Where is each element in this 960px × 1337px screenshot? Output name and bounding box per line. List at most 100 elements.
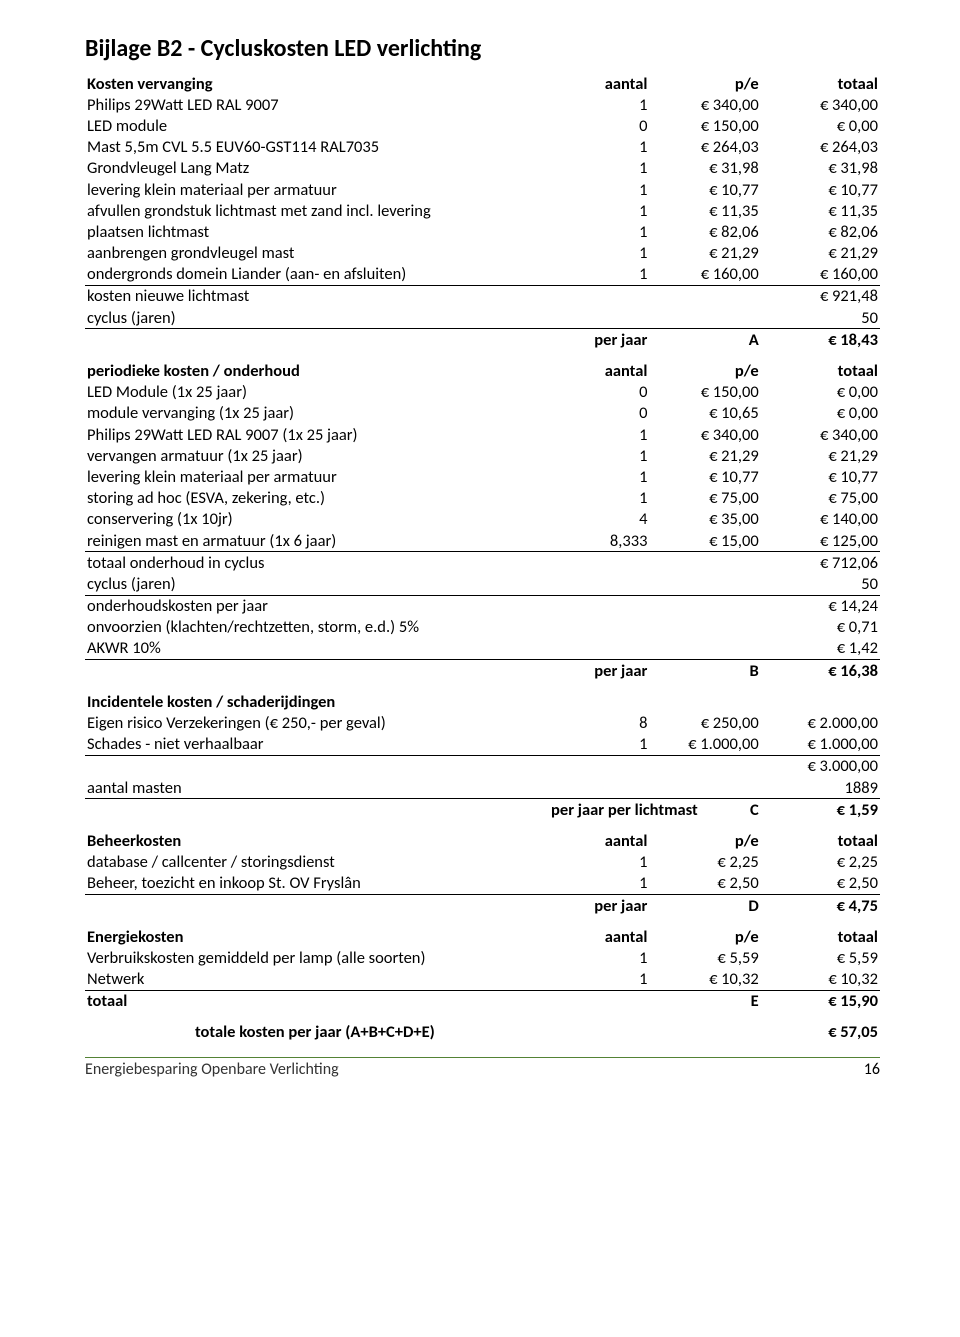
- row-aantal: 0: [546, 382, 649, 403]
- row-totaal: € 21,29: [761, 445, 880, 466]
- row-label: LED Module (1x 25 jaar): [85, 382, 546, 403]
- totaal-e-label: totaal: [85, 990, 546, 1012]
- cyclus-a-value: 50: [761, 307, 880, 329]
- row-aantal: 1: [546, 158, 649, 179]
- col-totaal: totaal: [761, 360, 880, 381]
- row-totaal: € 2,25: [761, 852, 880, 873]
- letter-d: D: [649, 894, 760, 916]
- cyclus-b-value: 50: [761, 573, 880, 595]
- table-row: Beheer, toezicht en inkoop St. OV Fryslâ…: [85, 873, 880, 895]
- grand-total-value: € 57,05: [761, 1022, 880, 1043]
- row-pe: € 340,00: [649, 94, 760, 115]
- result-a-value: € 18,43: [761, 329, 880, 351]
- row-pe: € 150,00: [649, 382, 760, 403]
- row-aantal: 1: [546, 466, 649, 487]
- table-row: Schades - niet verhaalbaar1€ 1.000,00€ 1…: [85, 734, 880, 756]
- page-title: Bijlage B2 - Cycluskosten LED verlichtin…: [85, 34, 880, 63]
- col-totaal: totaal: [761, 73, 880, 94]
- row-label: Netwerk: [85, 969, 546, 991]
- row-totaal: € 10,32: [761, 969, 880, 991]
- table-row: ondergronds domein Liander (aan- en afsl…: [85, 264, 880, 286]
- row-pe: € 10,77: [649, 179, 760, 200]
- row-aantal: 1: [546, 137, 649, 158]
- row-pe: € 11,35: [649, 200, 760, 221]
- row-totaal: € 340,00: [761, 94, 880, 115]
- row-aantal: 1: [546, 873, 649, 895]
- row-label: vervangen armatuur (1x 25 jaar): [85, 445, 546, 466]
- row-aantal: 1: [546, 200, 649, 221]
- onvoorzien-label: onvoorzien (klachten/rechtzetten, storm,…: [85, 617, 546, 638]
- row-totaal: € 10,77: [761, 466, 880, 487]
- col-aantal: aantal: [546, 73, 649, 94]
- letter-b: B: [649, 660, 760, 682]
- row-label: Grondvleugel Lang Matz: [85, 158, 546, 179]
- totaal-onderhoud-label: totaal onderhoud in cyclus: [85, 552, 546, 574]
- letter-a: A: [649, 329, 760, 351]
- section-e-header: Energiekosten: [85, 926, 546, 947]
- row-label: levering klein materiaal per armatuur: [85, 466, 546, 487]
- row-pe: € 160,00: [649, 264, 760, 286]
- row-aantal: 1: [546, 243, 649, 264]
- col-pe: p/e: [649, 73, 760, 94]
- cyclus-b-label: cyclus (jaren): [85, 573, 546, 595]
- table-beheerkosten: Beheerkosten aantal p/e totaal database …: [85, 830, 880, 916]
- table-energiekosten: Energiekosten aantal p/e totaal Verbruik…: [85, 926, 880, 1012]
- row-pe: € 21,29: [649, 445, 760, 466]
- row-label: Philips 29Watt LED RAL 9007: [85, 94, 546, 115]
- grand-total-label: totale kosten per jaar (A+B+C+D+E): [85, 1022, 546, 1043]
- row-label: aanbrengen grondvleugel mast: [85, 243, 546, 264]
- per-jaar-c-label: per jaar per lichtmast C: [546, 799, 761, 821]
- row-totaal: € 2,50: [761, 873, 880, 895]
- row-aantal: 1: [546, 94, 649, 115]
- per-jaar-b-label: per jaar: [546, 660, 649, 682]
- table-row: Philips 29Watt LED RAL 90071€ 340,00€ 34…: [85, 94, 880, 115]
- akwr-value: € 1,42: [761, 638, 880, 660]
- subtotaal-c-value: € 3.000,00: [761, 755, 880, 777]
- col-pe: p/e: [649, 830, 760, 851]
- row-pe: € 10,77: [649, 466, 760, 487]
- row-pe: € 2,50: [649, 873, 760, 895]
- col-aantal: aantal: [546, 830, 649, 851]
- row-aantal: 8: [546, 712, 649, 733]
- table-row: levering klein materiaal per armatuur1€ …: [85, 179, 880, 200]
- row-label: LED module: [85, 115, 546, 136]
- footer-title: Energiebesparing Openbare Verlichting: [85, 1060, 339, 1079]
- col-aantal: aantal: [546, 926, 649, 947]
- per-jaar-d-label: per jaar: [546, 894, 649, 916]
- table-row: storing ad hoc (ESVA, zekering, etc.)1€ …: [85, 488, 880, 509]
- cyclus-a-label: cyclus (jaren): [85, 307, 546, 329]
- row-pe: € 31,98: [649, 158, 760, 179]
- table-row: conservering (1x 10jr)4€ 35,00€ 140,00: [85, 509, 880, 530]
- row-aantal: 1: [546, 734, 649, 756]
- row-totaal: € 125,00: [761, 530, 880, 552]
- aantal-masten-value: 1889: [761, 777, 880, 799]
- table-row: database / callcenter / storingsdienst1€…: [85, 852, 880, 873]
- result-c-label-text: per jaar per lichtmast: [551, 800, 698, 820]
- row-totaal: € 1.000,00: [761, 734, 880, 756]
- row-totaal: € 0,00: [761, 115, 880, 136]
- table-row: plaatsen lichtmast1€ 82,06€ 82,06: [85, 221, 880, 242]
- onderhoudskosten-label: onderhoudskosten per jaar: [85, 595, 546, 617]
- row-totaal: € 11,35: [761, 200, 880, 221]
- row-totaal: € 31,98: [761, 158, 880, 179]
- table-grand-total: totale kosten per jaar (A+B+C+D+E) € 57,…: [85, 1022, 880, 1043]
- row-aantal: 1: [546, 852, 649, 873]
- row-label: Mast 5,5m CVL 5.5 EUV60-GST114 RAL7035: [85, 137, 546, 158]
- row-totaal: € 5,59: [761, 947, 880, 968]
- section-d-header: Beheerkosten: [85, 830, 546, 851]
- row-label: levering klein materiaal per armatuur: [85, 179, 546, 200]
- result-e-value: € 15,90: [761, 990, 880, 1012]
- row-label: module vervanging (1x 25 jaar): [85, 403, 546, 424]
- row-pe: € 150,00: [649, 115, 760, 136]
- table-incidentele-kosten: Incidentele kosten / schaderijdingen Eig…: [85, 691, 880, 820]
- row-label: afvullen grondstuk lichtmast met zand in…: [85, 200, 546, 221]
- col-pe: p/e: [649, 926, 760, 947]
- totaal-onderhoud-value: € 712,06: [761, 552, 880, 574]
- row-totaal: € 82,06: [761, 221, 880, 242]
- table-row: Eigen risico Verzekeringen (€ 250,- per …: [85, 712, 880, 733]
- row-aantal: 1: [546, 424, 649, 445]
- onvoorzien-value: € 0,71: [761, 617, 880, 638]
- table-row: Mast 5,5m CVL 5.5 EUV60-GST114 RAL70351€…: [85, 137, 880, 158]
- row-aantal: 1: [546, 947, 649, 968]
- row-pe: € 10,65: [649, 403, 760, 424]
